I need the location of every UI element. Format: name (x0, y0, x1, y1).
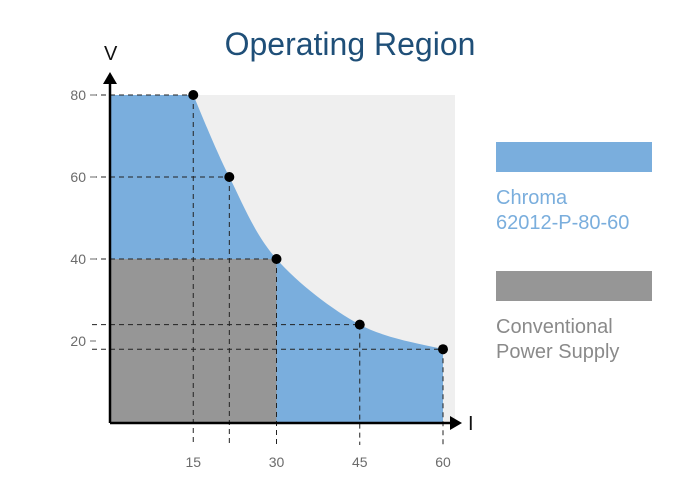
data-point-3 (354, 319, 365, 330)
y-tick-label-2: 60 (70, 169, 86, 185)
y-axis-label: V (104, 43, 118, 65)
legend-label-chroma: Chroma 62012-P-80-60 (496, 186, 696, 236)
y-axis-arrow (103, 72, 117, 84)
data-point-2 (271, 254, 282, 264)
legend-label-conventional-line2: Power Supply (496, 341, 620, 363)
y-tick-label-1: 40 (70, 251, 86, 267)
legend-swatch-chroma (496, 142, 652, 172)
legend-swatch-conventional (496, 271, 652, 301)
x-tick-label-1: 30 (269, 454, 285, 470)
data-point-0 (188, 90, 199, 100)
legend-label-conventional-line1: Conventional (496, 316, 613, 338)
data-point-4 (438, 344, 448, 355)
y-tick-label-3: 80 (70, 87, 86, 103)
data-point-1 (224, 172, 235, 182)
legend-label-chroma-line2: 62012-P-80-60 (496, 212, 630, 234)
y-tick-label-0: 20 (70, 333, 86, 349)
legend-label-chroma-line1: Chroma (496, 187, 568, 209)
x-tick-label-3: 60 (435, 454, 451, 470)
x-axis-label: I (468, 413, 474, 435)
chart-title: Operating Region (224, 26, 476, 62)
legend-label-conventional: Conventional Power Supply (496, 315, 696, 365)
x-tick-label-0: 15 (185, 454, 201, 470)
x-axis-arrow (450, 416, 462, 430)
x-tick-label-2: 45 (352, 454, 368, 470)
